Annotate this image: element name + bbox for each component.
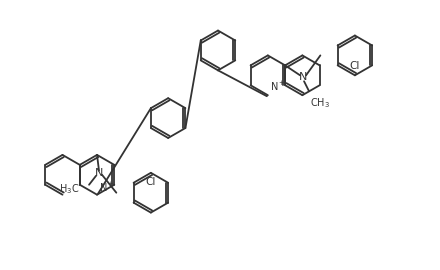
Text: N$^+$: N$^+$ [270, 80, 286, 93]
Text: N: N [95, 168, 103, 178]
Text: Cl: Cl [146, 177, 156, 187]
Text: CH$_3$: CH$_3$ [310, 96, 330, 110]
Text: N: N [299, 72, 307, 82]
Text: H$_3$C: H$_3$C [59, 182, 79, 196]
Text: Cl: Cl [350, 61, 360, 71]
Text: N$^+$: N$^+$ [99, 181, 114, 194]
